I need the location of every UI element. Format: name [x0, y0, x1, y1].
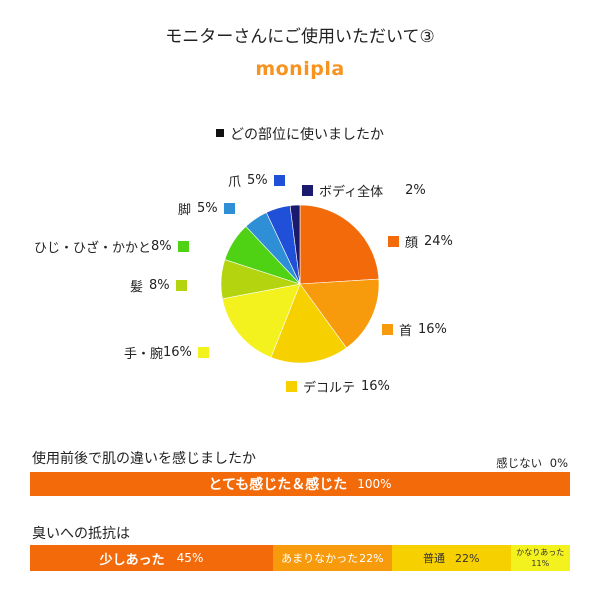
- pie-title: どの部位に使いましたか: [230, 127, 384, 143]
- pie-slice-8: [289, 204, 301, 285]
- segment-label: とても感じた＆感じた: [208, 477, 348, 493]
- pie-slice-3: [222, 283, 301, 358]
- page-title: モニターさんにご使用いただいて③: [165, 27, 435, 47]
- bar2-segment-0: 少しあった 45%: [30, 545, 273, 571]
- pie-label-text: ひじ・ひざ・かかと: [34, 241, 152, 256]
- segment-value: 45%: [176, 551, 204, 565]
- legend-swatch: [175, 280, 187, 291]
- bar2-segment-2: 普通 22%: [391, 545, 511, 571]
- pie-label-elbow-knee-heel: ひじ・ひざ・かかと 8%: [34, 237, 189, 256]
- pie-label-nail: 爪 5%: [228, 171, 285, 190]
- segment-label: 少しあった: [99, 552, 165, 568]
- bar2-segment-3: かなりあった 11%: [510, 545, 570, 571]
- pie-label-value: 5%: [247, 173, 268, 188]
- pie-label-text: 手・腕: [124, 347, 164, 362]
- pie-label-text: ボディ全体: [319, 185, 384, 200]
- pie-label-hand-arm: 手・腕 16%: [124, 343, 209, 362]
- pie-label-value: 8%: [149, 278, 170, 293]
- bar1-segment-0: とても感じた＆感じた 100%: [30, 472, 570, 496]
- pie-label-leg: 脚 5%: [178, 199, 235, 218]
- pie-question: どの部位に使いましたか: [0, 124, 600, 144]
- pie-label-neck: 首 16%: [382, 320, 447, 339]
- brand-logo: monipla: [255, 58, 345, 80]
- segment-label: あまりなかった: [281, 552, 359, 565]
- pie-slice-0: [299, 204, 380, 285]
- segment-label: かなりあった: [516, 548, 565, 557]
- segment-value: 11%: [531, 559, 550, 568]
- pie-label-value: 5%: [197, 201, 218, 216]
- legend-swatch: [382, 324, 393, 335]
- bullet-square-icon: [216, 129, 224, 137]
- pie-label-text: 髪: [130, 280, 144, 295]
- legend-swatch: [177, 241, 189, 252]
- pie-label-text: 顔: [405, 236, 419, 251]
- pie-label-text: デコルテ: [303, 381, 356, 396]
- skin-none-label: 感じない 0%: [496, 455, 568, 471]
- skin-difference-bar: とても感じた＆感じた 100%: [30, 472, 570, 496]
- skin-none-value: 0%: [549, 456, 568, 470]
- legend-swatch: [223, 203, 235, 214]
- pie-label-face: 顔 24%: [388, 232, 453, 251]
- pie-label-value: 2%: [405, 183, 426, 198]
- pie-slice-1: [299, 278, 380, 349]
- legend-swatch: [273, 175, 285, 186]
- smell-question-title: 臭いへの抵抗は: [32, 526, 130, 542]
- pie-label-value: 8%: [151, 239, 172, 254]
- segment-value: 22%: [359, 551, 384, 565]
- pie-slice-2: [270, 283, 347, 364]
- smell-resistance-bar: 少しあった 45% あまりなかった 22% 普通 22% かなりあった 11%: [30, 545, 570, 571]
- pie-label-value: 16%: [418, 322, 447, 337]
- pie-label-value: 16%: [361, 379, 390, 394]
- pie-label-decollete: デコルテ 16%: [286, 377, 390, 396]
- pie-label-text: 首: [399, 324, 413, 339]
- segment-label: 普通: [422, 552, 445, 565]
- segment-value: 100%: [357, 477, 392, 491]
- pie-label-text: 脚: [178, 203, 192, 218]
- legend-swatch: [302, 185, 313, 196]
- bar2-segment-1: あまりなかった 22%: [273, 545, 392, 571]
- pie-label-text: 爪: [228, 175, 242, 190]
- pie-label-value: 16%: [163, 345, 192, 360]
- pie-label-value: 24%: [424, 234, 453, 249]
- legend-swatch: [388, 236, 399, 247]
- pie-label-hair: 髪 8%: [130, 276, 187, 295]
- legend-swatch: [286, 381, 297, 392]
- segment-value: 22%: [454, 551, 480, 565]
- skin-question-title: 使用前後で肌の違いを感じましたか: [32, 451, 256, 467]
- legend-swatch: [197, 347, 209, 358]
- skin-none-text: 感じない: [496, 456, 543, 470]
- pie-label-whole-body: ボディ全体 2%: [302, 181, 426, 200]
